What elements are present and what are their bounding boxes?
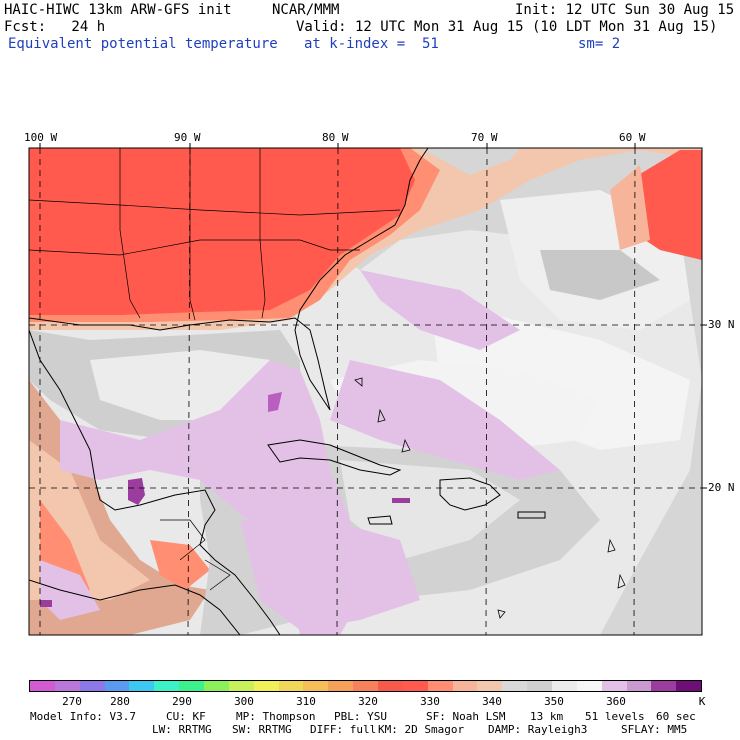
colorbar-swatch <box>601 681 627 691</box>
colorbar-swatch <box>228 681 254 691</box>
colorbar-swatch <box>303 681 329 691</box>
graticule <box>29 148 702 635</box>
map-frame <box>28 147 703 636</box>
colorbar-label: 340 <box>482 695 502 708</box>
colorbar-swatch <box>179 681 205 691</box>
colorbar-swatch <box>527 681 553 691</box>
mexico-coast <box>29 329 281 635</box>
pacific-coast <box>29 579 241 635</box>
colorbar-swatch <box>204 681 229 691</box>
footer-lw: LW: RRTMG <box>152 723 212 736</box>
colorbar <box>29 680 702 692</box>
forecast-hour: Fcst: 24 h <box>4 19 106 35</box>
colorbar-swatch <box>651 681 677 691</box>
political-borders <box>29 148 401 591</box>
field-name: Equivalent potential temperature <box>8 36 278 52</box>
lon-label-70w: 70 W <box>471 131 498 144</box>
colorbar-swatch <box>378 681 403 691</box>
colorbar-swatch <box>626 681 652 691</box>
colorbar-swatch <box>104 681 130 691</box>
colorbar-swatch <box>30 681 55 691</box>
purple-spot-4 <box>40 600 52 607</box>
footer-model-info: Model Info: V3.7 <box>30 710 136 723</box>
colorbar-label: 320 <box>358 695 378 708</box>
cuba <box>267 439 402 476</box>
colorbar-label: 270 <box>62 695 82 708</box>
footer-km: KM: 2D Smagor <box>378 723 465 736</box>
colorbar-swatch <box>502 681 528 691</box>
colorbar-swatch <box>278 681 304 691</box>
colorbar-swatch <box>79 681 105 691</box>
footer-levels: 51 levels <box>585 710 645 723</box>
smoothing-info: sm= 2 <box>578 36 621 52</box>
purple-spot-1 <box>128 478 145 505</box>
colorbar-swatch <box>54 681 80 691</box>
valid-time: Valid: 12 UTC Mon 31 Aug 15 (10 LDT Mon … <box>296 19 718 35</box>
lon-label-90w: 90 W <box>174 131 201 144</box>
warm-region-us <box>29 148 415 315</box>
us-gulf-atlantic-coast <box>29 148 429 411</box>
lon-label-80w: 80 W <box>322 131 349 144</box>
footer-cu: CU: KF <box>166 710 206 723</box>
colorbar-label: 300 <box>234 695 254 708</box>
agency-label: NCAR/MMM <box>272 2 340 18</box>
colorbar-swatch <box>129 681 155 691</box>
colorbar-label: 310 <box>296 695 316 708</box>
colorbar-swatch <box>154 681 180 691</box>
footer-resolution: 13 km <box>530 710 564 723</box>
lon-label-100w: 100 W <box>24 131 58 144</box>
salmon-edge-atlantic <box>610 165 650 250</box>
central-america-salmon <box>150 540 210 590</box>
lon-label-60w: 60 W <box>619 131 646 144</box>
colorbar-swatch <box>552 681 577 691</box>
colorbar-label: 360 <box>606 695 626 708</box>
lat-label-30n: 30 N <box>708 318 735 331</box>
lavender-caribbean <box>240 520 420 630</box>
axis-ticks <box>39 143 707 489</box>
colorbar-swatch <box>328 681 354 691</box>
colorbar-swatch <box>353 681 379 691</box>
coastlines <box>29 148 546 635</box>
model-title: HAIC-HIWC 13km ARW-GFS init <box>4 2 232 18</box>
puerto-rico <box>517 511 546 519</box>
colorbar-swatch <box>676 681 702 691</box>
colorbar-label: 280 <box>110 695 130 708</box>
lavender-bahamas <box>330 360 560 480</box>
purple-spot-3 <box>392 498 410 503</box>
colorbar-swatch <box>477 681 503 691</box>
footer-damp: DAMP: Rayleigh3 <box>488 723 588 736</box>
lavender-pacific <box>40 560 100 620</box>
colorbar-label: 350 <box>544 695 564 708</box>
footer-sflay: SFLAY: MM5 <box>621 723 688 736</box>
colorbar-swatch <box>427 681 453 691</box>
colorbar-swatch <box>576 681 602 691</box>
colorbar-swatch <box>402 681 428 691</box>
lavender-atlantic-1 <box>360 270 520 350</box>
footer-diff: DIFF: full <box>310 723 377 736</box>
footer-pbl: PBL: YSU <box>334 710 387 723</box>
init-time: Init: 12 UTC Sun 30 Aug 15 <box>515 2 735 18</box>
level-info: at k-index = 51 <box>304 36 439 52</box>
purple-spot-2 <box>268 392 282 412</box>
gray-patch-1 <box>540 250 660 300</box>
lat-label-20n: 20 N <box>708 481 735 494</box>
footer-mp: MP: Thompson <box>236 710 316 723</box>
footer-timestep: 60 sec <box>656 710 696 723</box>
jamaica <box>367 515 393 525</box>
colorbar-label: K <box>698 695 706 708</box>
hispaniola <box>439 477 501 511</box>
footer-sf: SF: Noah LSM <box>426 710 506 723</box>
footer-sw: SW: RRTMG <box>232 723 292 736</box>
small-islands <box>354 377 626 619</box>
colorbar-label: 290 <box>172 695 192 708</box>
caribbean-light <box>340 460 520 560</box>
colorbar-swatch <box>253 681 279 691</box>
colorbar-swatch <box>452 681 478 691</box>
colorbar-label: 330 <box>420 695 440 708</box>
